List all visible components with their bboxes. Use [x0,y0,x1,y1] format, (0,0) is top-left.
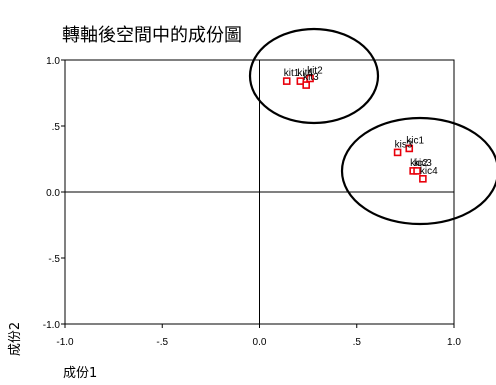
data-point-kit3 [302,81,310,89]
x-tick-label: 0.0 [253,337,267,348]
data-point-kic1 [405,144,414,153]
x-axis-label: 成份1 [63,366,97,381]
y-tick-label: -1.0 [43,320,61,331]
point-label-kic2: kic2 [410,158,428,169]
data-point-kit4 [296,77,305,85]
point-label-kit3: kit3 [303,72,319,83]
data-point-kit2 [306,74,314,83]
y-tick-label: 1.0 [46,56,60,67]
point-label-kit2: kit2 [307,65,323,76]
data-point-kit1 [282,77,291,85]
x-tick-label: -.5 [156,337,168,348]
point-label-kis3: kis3 [395,139,413,150]
x-tick-label: 1.0 [447,337,461,348]
x-tick-label: .5 [353,337,362,348]
point-label-kit4: kit4 [297,68,313,79]
point-label-kic3: kic3 [414,158,432,169]
y-tick-label: 0.0 [46,188,60,199]
point-label-kit1: kit1 [284,68,300,79]
y-axis-label: 成份2 [8,322,23,356]
data-points [282,74,427,183]
data-point-kic4 [419,175,427,183]
point-label-kic4: kic4 [420,166,438,177]
data-point-kic3 [413,167,421,175]
data-point-kis3 [393,148,402,157]
x-tick-label: -1.0 [56,337,74,348]
x-axis-ticks: -1.0 -.5 0.0 .5 1.0 [56,324,461,348]
y-tick-label: -.5 [48,254,60,265]
chart-title: 轉軸後空間中的成份圖 [62,25,242,46]
cluster-ellipse-top [248,27,380,125]
point-label-kic1: kic1 [406,135,424,146]
cluster-ellipse-right [340,116,496,226]
y-tick-label: .5 [52,122,61,133]
y-axis-ticks: 1.0 .5 0.0 -.5 -1.0 [43,56,65,331]
